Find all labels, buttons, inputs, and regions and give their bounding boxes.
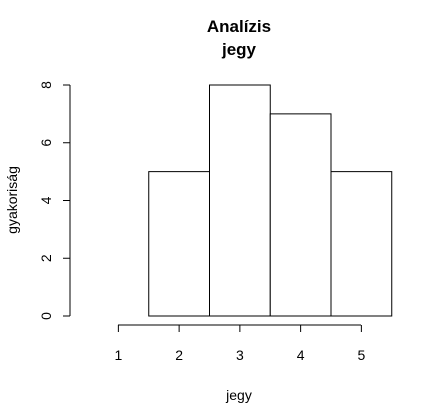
x-tick-label: 2 [175, 347, 183, 363]
x-tick-label: 3 [236, 347, 244, 363]
bar-5 [330, 171, 393, 317]
bar-4 [269, 113, 332, 317]
x-tick-label: 4 [297, 347, 305, 363]
y-tick-label: 0 [38, 312, 54, 320]
bar-3 [209, 84, 271, 317]
x-tick-label: 1 [114, 347, 122, 363]
bar-2 [148, 171, 210, 317]
chart-title: Analízis [207, 17, 271, 36]
y-tick-label: 8 [38, 81, 54, 89]
x-tick-label: 5 [357, 347, 365, 363]
y-axis-label: gyakoriság [4, 166, 20, 234]
chart-subtitle: jegy [221, 40, 257, 59]
y-tick-label: 6 [38, 139, 54, 147]
y-ticks-group: 0 2 4 6 8 [38, 81, 70, 320]
bars-group [148, 84, 393, 317]
x-axis-label: jegy [225, 387, 252, 403]
x-ticks-group: 1 2 3 4 5 [114, 325, 365, 363]
y-tick-label: 4 [38, 196, 54, 204]
y-tick-label: 2 [38, 254, 54, 262]
